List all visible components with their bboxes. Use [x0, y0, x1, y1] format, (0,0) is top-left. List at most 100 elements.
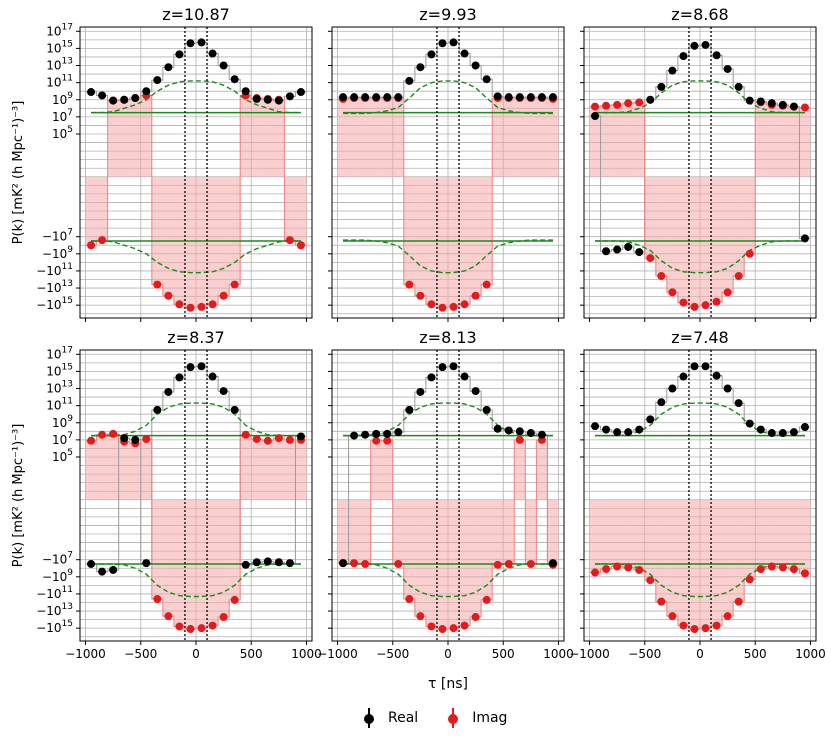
imag-bar — [436, 176, 448, 308]
real-point — [548, 93, 557, 102]
imag-bar — [359, 98, 371, 177]
y-tick-label: 1015 — [46, 39, 73, 55]
real-point — [153, 76, 162, 85]
imag-point — [635, 565, 644, 574]
imag-bar — [240, 95, 252, 177]
real-point — [383, 429, 392, 438]
imag-bar — [151, 176, 163, 285]
imag-bar — [348, 98, 360, 177]
legend-real-label: Real — [388, 710, 419, 726]
real-point — [186, 363, 195, 372]
real-point — [285, 559, 294, 568]
real-point — [230, 405, 239, 414]
imag-bar — [688, 176, 700, 307]
panel-title: z=8.37 — [167, 328, 224, 347]
x-tick-label: 500 — [240, 647, 263, 661]
real-point — [690, 362, 699, 371]
imag-point — [427, 622, 436, 631]
imag-point — [252, 435, 261, 444]
imag-point — [361, 559, 370, 568]
real-point — [219, 61, 228, 70]
real-point — [712, 371, 721, 380]
imag-point — [482, 280, 491, 289]
real-point — [646, 415, 655, 424]
real-point — [87, 88, 96, 97]
imag-point — [219, 613, 228, 622]
imag-bar — [481, 499, 493, 600]
imag-bar — [162, 499, 174, 617]
imag-point — [591, 102, 600, 111]
x-tick-label: 0 — [192, 647, 200, 661]
imag-bar — [96, 434, 108, 500]
imag-bar — [370, 98, 382, 177]
panel-3: z=8.37−1000 −500 0 500 100010171015101310111… — [11, 328, 322, 661]
imag-point — [624, 563, 633, 572]
imag-point — [427, 300, 436, 309]
real-point — [350, 93, 359, 102]
imag-bar — [96, 176, 108, 241]
imag-point — [175, 622, 184, 631]
imag-bar — [85, 440, 97, 500]
imag-point — [263, 436, 272, 445]
imag-point — [723, 612, 732, 621]
real-point — [504, 93, 513, 102]
y-tick-label: −107 — [42, 228, 73, 244]
legend-imag-label: Imag — [472, 710, 508, 726]
x-tick-label: 1000 — [291, 647, 322, 661]
real-point — [635, 248, 644, 257]
noise-curve-upper — [91, 402, 301, 437]
panel-title: z=9.93 — [419, 5, 476, 24]
real-point — [449, 38, 458, 47]
imag-bar — [184, 176, 196, 308]
real-point — [361, 430, 370, 439]
imag-bar — [129, 98, 141, 177]
imag-bar — [359, 499, 371, 564]
imag-bar — [733, 176, 745, 277]
imag-bar — [262, 440, 274, 500]
imag-point — [98, 430, 107, 439]
panel-4: z=8.13 −1000 −500 0 500 1000 — [317, 328, 574, 661]
imag-bar — [525, 499, 537, 564]
imag-bar — [600, 105, 612, 177]
imag-point — [493, 560, 502, 569]
x-axis-label: τ [ns] — [428, 676, 468, 692]
real-point — [723, 384, 732, 393]
y-tick-label: 1013 — [46, 57, 73, 73]
real-point — [460, 49, 469, 58]
imag-point — [712, 621, 721, 630]
imag-bar — [611, 104, 623, 177]
imag-bar — [370, 440, 382, 500]
panel-title: z=10.87 — [162, 5, 230, 24]
real-point — [624, 428, 633, 437]
imag-point — [153, 595, 162, 604]
y-tick-label: 1017 — [46, 345, 73, 361]
panel-1: z=9.93 — [328, 5, 565, 322]
imag-bar — [414, 499, 426, 617]
real-point — [537, 430, 546, 439]
imag-bar — [162, 176, 174, 296]
real-point — [591, 112, 600, 121]
y-tick-label: 107 — [52, 431, 73, 447]
imag-bar — [492, 98, 504, 177]
imag-bar — [525, 98, 537, 177]
imag-point — [87, 436, 96, 445]
real-point — [164, 63, 173, 72]
imag-point — [471, 613, 480, 622]
imag-bar — [273, 99, 285, 177]
imag-bar — [788, 499, 800, 570]
imag-point — [164, 612, 173, 621]
imag-bar — [262, 98, 274, 177]
panel-5: z=7.48 −1000 −500 0 500 1000 — [569, 328, 826, 661]
imag-point — [383, 436, 392, 445]
noise-curve-lower — [595, 240, 805, 274]
imag-point — [778, 563, 787, 572]
imag-bar — [711, 499, 723, 626]
real-point — [186, 39, 195, 48]
real-point — [734, 399, 743, 408]
imag-bar — [251, 439, 263, 500]
real-point — [800, 423, 809, 432]
real-point — [789, 102, 798, 111]
imag-bar — [337, 499, 349, 564]
imag-point — [613, 100, 622, 109]
y-tick-label: 1011 — [46, 74, 73, 90]
